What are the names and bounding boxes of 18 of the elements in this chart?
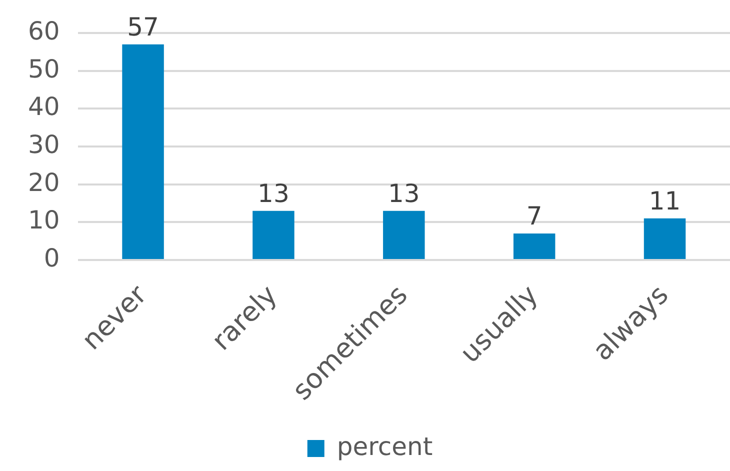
bar [252, 210, 294, 260]
bar [122, 44, 164, 260]
data-label: 11 [648, 186, 681, 216]
data-label: 57 [127, 12, 159, 42]
legend-label: percent [336, 432, 433, 461]
y-tick-label: 20 [28, 168, 60, 197]
bar [383, 210, 425, 260]
y-tick-label: 50 [28, 54, 60, 84]
bar [513, 234, 556, 260]
data-label: 13 [388, 178, 420, 208]
y-tick-label: 60 [28, 16, 60, 46]
y-tick-label: 10 [28, 206, 60, 235]
y-tick-label: 0 [44, 244, 60, 273]
y-tick-label: 40 [28, 92, 60, 122]
data-label: 13 [258, 178, 290, 208]
bar [644, 218, 686, 260]
data-label: 7 [526, 202, 542, 231]
y-tick-label: 30 [28, 130, 60, 160]
